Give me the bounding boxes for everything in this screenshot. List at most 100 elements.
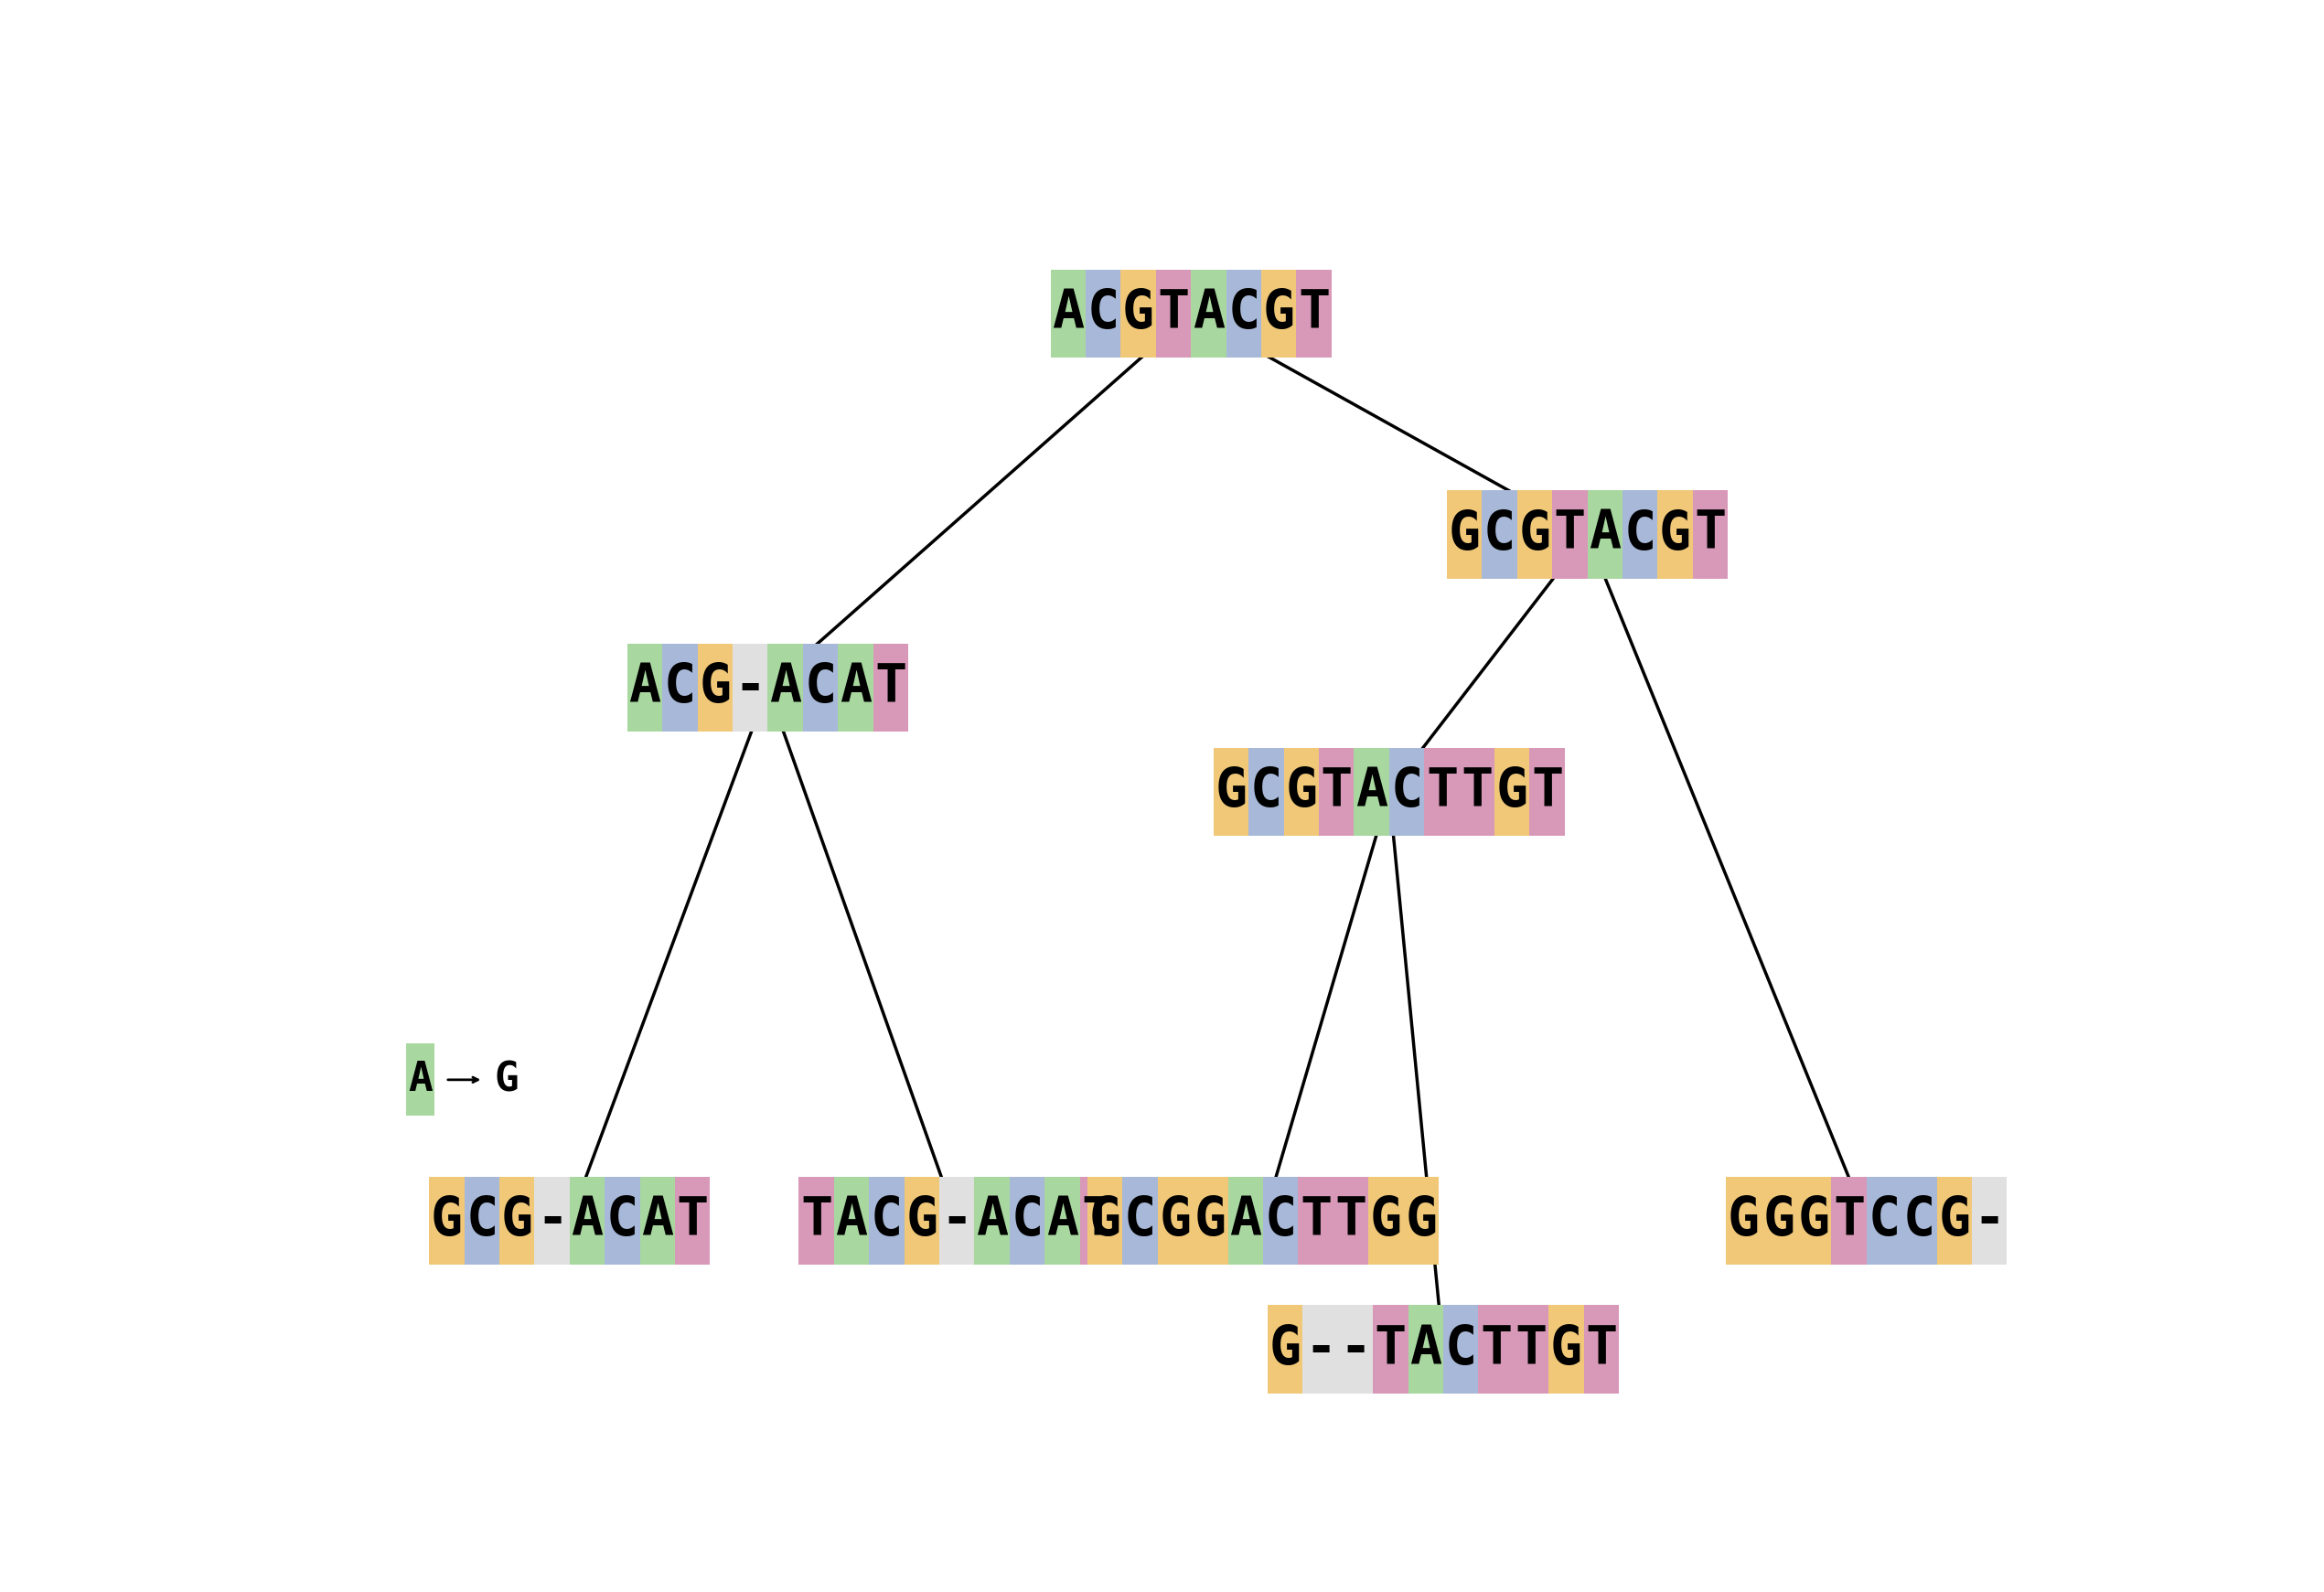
Text: -: - <box>941 1194 974 1247</box>
Bar <box>1267 1305 1304 1393</box>
Text: G: G <box>906 1194 939 1247</box>
Bar <box>869 1176 904 1266</box>
Bar <box>639 1176 674 1266</box>
Text: T: T <box>1320 766 1353 818</box>
Text: C: C <box>1624 508 1657 560</box>
Bar <box>1190 269 1227 358</box>
Bar <box>974 1176 1009 1266</box>
Text: G: G <box>430 1194 462 1247</box>
Bar <box>1796 1176 1831 1266</box>
Text: T: T <box>1299 1194 1332 1247</box>
Text: T: T <box>1555 508 1585 560</box>
Text: G: G <box>1659 508 1692 560</box>
Bar <box>1120 269 1155 358</box>
Bar <box>1264 1176 1299 1266</box>
Bar <box>1587 490 1622 578</box>
Text: -: - <box>537 1194 567 1247</box>
Bar <box>674 1176 711 1266</box>
Text: C: C <box>872 1194 902 1247</box>
Bar <box>1513 1305 1548 1393</box>
Text: A: A <box>1192 288 1225 339</box>
Bar <box>1283 748 1320 836</box>
Text: C: C <box>1903 1194 1936 1247</box>
Bar <box>1227 1176 1262 1266</box>
Bar <box>662 643 697 732</box>
Text: G: G <box>1406 1194 1436 1247</box>
Bar <box>1050 269 1085 358</box>
Text: C: C <box>465 1194 497 1247</box>
Text: C: C <box>1483 508 1515 560</box>
Text: G: G <box>1518 508 1550 560</box>
Bar <box>604 1176 639 1266</box>
Text: A: A <box>839 661 872 713</box>
Bar <box>1692 490 1727 578</box>
Bar <box>1081 1176 1116 1266</box>
Bar <box>1334 1176 1369 1266</box>
Bar <box>1088 1176 1122 1266</box>
Text: T: T <box>1297 288 1329 339</box>
Bar <box>1657 490 1692 578</box>
Bar <box>1339 1305 1373 1393</box>
Text: T: T <box>1334 1194 1367 1247</box>
Text: A: A <box>572 1194 604 1247</box>
Text: C: C <box>1088 288 1120 339</box>
Text: A: A <box>1053 288 1085 339</box>
Bar <box>1227 269 1262 358</box>
Text: A: A <box>1355 766 1387 818</box>
Bar <box>1425 748 1459 836</box>
Bar <box>1483 490 1518 578</box>
Text: T: T <box>1373 1323 1406 1375</box>
Bar <box>1355 748 1390 836</box>
Text: C: C <box>1264 1194 1297 1247</box>
Text: G: G <box>1369 1194 1401 1247</box>
Bar <box>1155 269 1192 358</box>
Text: G: G <box>1160 1194 1192 1247</box>
Bar <box>1408 1305 1443 1393</box>
Text: A: A <box>769 661 802 713</box>
Bar <box>1320 748 1355 836</box>
Bar <box>627 643 662 732</box>
Bar <box>834 1176 869 1266</box>
Text: T: T <box>874 661 906 713</box>
Bar <box>767 643 802 732</box>
Text: A: A <box>1229 1194 1262 1247</box>
Bar <box>465 1176 500 1266</box>
Bar <box>1262 269 1297 358</box>
Text: G: G <box>495 1060 518 1100</box>
Text: T: T <box>1585 1323 1618 1375</box>
Text: G: G <box>1799 1194 1829 1247</box>
Text: T: T <box>799 1194 832 1247</box>
Bar <box>839 643 874 732</box>
Text: G: G <box>1762 1194 1794 1247</box>
Bar <box>1529 748 1564 836</box>
Bar <box>1009 1176 1046 1266</box>
Bar <box>904 1176 939 1266</box>
Bar <box>1552 490 1587 578</box>
Text: -: - <box>734 661 767 713</box>
Bar <box>1831 1176 1866 1266</box>
Text: G: G <box>502 1194 532 1247</box>
Text: C: C <box>1250 766 1283 818</box>
Text: T: T <box>1532 766 1564 818</box>
Text: G: G <box>700 661 732 713</box>
Bar <box>1157 1176 1192 1266</box>
Text: C: C <box>804 661 837 713</box>
Text: A: A <box>837 1194 867 1247</box>
Bar <box>1192 1176 1227 1266</box>
Bar <box>1478 1305 1513 1393</box>
Bar <box>1304 1305 1339 1393</box>
Bar <box>1866 1176 1901 1266</box>
Bar <box>1762 1176 1796 1266</box>
Bar <box>430 1176 465 1266</box>
Bar <box>535 1176 569 1266</box>
Text: C: C <box>1868 1194 1901 1247</box>
Bar <box>1459 748 1494 836</box>
Bar <box>1046 1176 1081 1266</box>
Text: A: A <box>630 661 660 713</box>
Text: G: G <box>1550 1323 1583 1375</box>
Bar <box>802 643 839 732</box>
Text: G: G <box>1090 1194 1120 1247</box>
Text: A: A <box>641 1194 674 1247</box>
Text: -: - <box>1304 1323 1336 1375</box>
Text: G: G <box>1938 1194 1971 1247</box>
